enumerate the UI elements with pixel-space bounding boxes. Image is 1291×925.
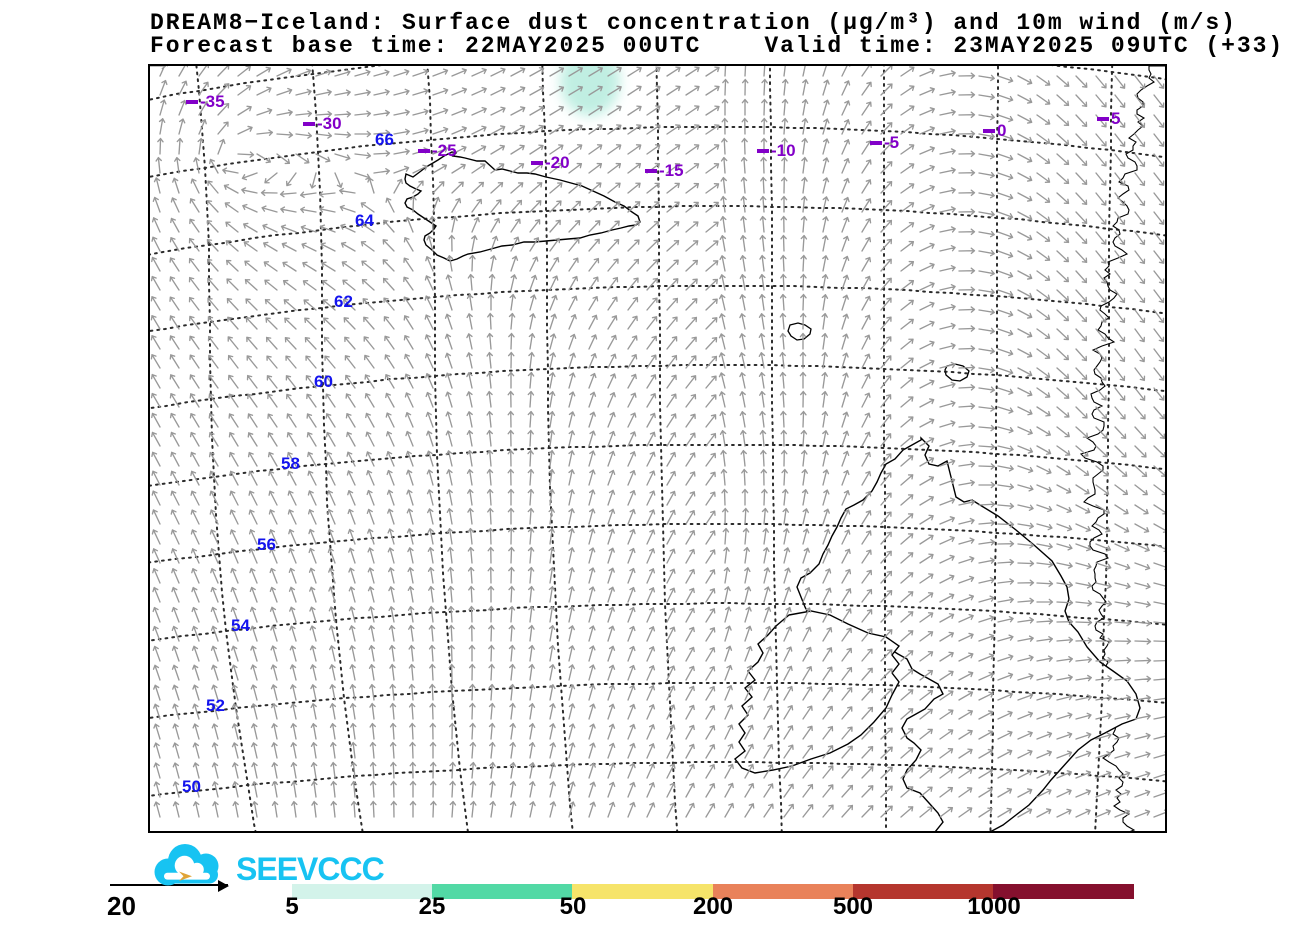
- svg-text:58: 58: [281, 454, 300, 473]
- svg-text:-35: -35: [200, 92, 225, 111]
- svg-text:-15: -15: [659, 161, 684, 180]
- svg-text:0: 0: [997, 121, 1006, 140]
- svg-text:-5: -5: [884, 133, 899, 152]
- svg-text:5: 5: [1111, 109, 1120, 128]
- svg-text:62: 62: [334, 292, 353, 311]
- svg-text:-10: -10: [771, 141, 796, 160]
- svg-text:64: 64: [355, 211, 374, 230]
- svg-text:52: 52: [206, 696, 225, 715]
- svg-text:-25: -25: [432, 141, 457, 160]
- svg-text:68: 68: [398, 66, 417, 68]
- svg-text:54: 54: [231, 616, 250, 635]
- svg-text:56: 56: [257, 535, 276, 554]
- svg-text:-30: -30: [317, 114, 342, 133]
- svg-text:-20: -20: [545, 153, 570, 172]
- svg-text:50: 50: [182, 777, 201, 796]
- svg-text:SEEVCCC: SEEVCCC: [236, 851, 385, 887]
- svg-text:66: 66: [375, 130, 394, 149]
- svg-text:60: 60: [314, 372, 333, 391]
